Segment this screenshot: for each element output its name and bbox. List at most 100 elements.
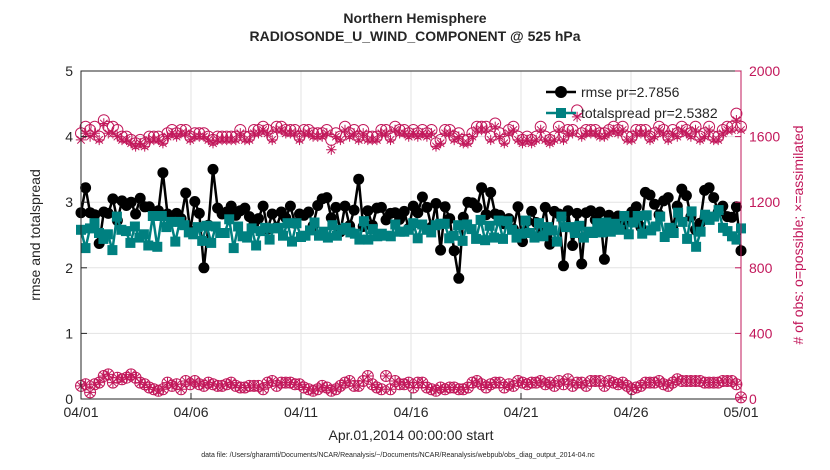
data-point <box>134 192 146 204</box>
data-point <box>619 211 630 221</box>
data-point <box>681 128 692 139</box>
data-point <box>144 382 155 393</box>
data-point <box>490 121 501 132</box>
data-point <box>221 379 232 390</box>
data-point <box>326 385 337 396</box>
data-point <box>448 230 459 241</box>
data-point <box>731 379 742 390</box>
data-point <box>294 379 305 390</box>
data-point <box>138 229 149 240</box>
data-point <box>480 124 492 136</box>
data-point <box>362 205 374 217</box>
data-point <box>668 228 679 238</box>
data-point <box>380 370 392 382</box>
legend-totalspread-marker <box>556 108 566 118</box>
data-point <box>549 380 560 392</box>
data-point <box>171 379 182 390</box>
legend[interactable]: rmse pr=2.7856 totalspread pr=2.5382 <box>546 84 718 121</box>
data-point <box>565 222 576 233</box>
data-point <box>617 124 628 136</box>
data-point <box>549 134 560 146</box>
data-point <box>289 128 301 139</box>
data-point <box>135 377 146 388</box>
x-axis-label: Apr.01,2014 00:00:00 start <box>328 427 493 443</box>
data-point <box>321 192 333 204</box>
data-point <box>672 131 683 142</box>
data-point <box>403 131 414 142</box>
data-point <box>267 375 278 387</box>
data-point <box>673 207 684 218</box>
data-point <box>307 385 319 396</box>
data-point <box>708 192 720 204</box>
data-point <box>273 222 284 233</box>
data-point <box>521 134 533 146</box>
data-point <box>480 235 491 246</box>
data-point <box>317 131 328 142</box>
data-point <box>389 124 401 136</box>
data-point <box>180 128 191 139</box>
data-point <box>125 368 138 381</box>
data-point <box>166 128 178 139</box>
data-point <box>152 241 163 252</box>
data-point <box>408 128 419 139</box>
data-point <box>362 370 373 382</box>
data-point <box>548 379 561 392</box>
data-point <box>521 379 533 390</box>
data-point <box>408 382 419 393</box>
data-point <box>371 134 383 146</box>
data-point <box>94 134 105 146</box>
data-point <box>690 124 701 136</box>
data-point <box>553 375 565 387</box>
data-point <box>282 218 293 229</box>
data-point <box>321 382 332 393</box>
data-point <box>635 380 647 392</box>
data-point <box>531 134 542 146</box>
series-3 <box>75 111 747 155</box>
data-point <box>80 182 92 194</box>
data-point <box>608 377 619 388</box>
data-point <box>649 198 660 210</box>
data-point <box>260 222 271 233</box>
data-point <box>544 138 555 149</box>
y-tick-label: 3 <box>65 194 73 210</box>
data-point <box>567 380 578 392</box>
data-point <box>603 375 615 387</box>
data-point <box>327 220 338 231</box>
data-point <box>650 221 661 232</box>
legend-totalspread-label: totalspread pr=2.5382 <box>581 105 718 121</box>
data-point <box>480 382 492 393</box>
data-point <box>526 205 538 217</box>
data-point <box>303 384 314 395</box>
data-point <box>471 201 483 213</box>
data-point <box>376 384 387 395</box>
data-point <box>485 186 497 198</box>
data-point <box>303 128 314 139</box>
data-point <box>375 201 387 213</box>
data-point <box>416 191 428 203</box>
data-point <box>358 216 369 227</box>
data-point <box>408 218 419 229</box>
data-point <box>493 215 504 226</box>
data-point <box>412 131 423 142</box>
data-point <box>695 226 706 237</box>
data-point <box>353 173 365 185</box>
data-point <box>287 236 297 247</box>
data-point <box>663 380 674 392</box>
data-point <box>107 377 119 388</box>
data-point <box>617 377 628 388</box>
data-point <box>380 128 392 139</box>
data-point <box>644 134 656 146</box>
legend-rmse-label: rmse pr=2.7856 <box>581 84 680 100</box>
data-point <box>161 376 174 389</box>
data-point <box>458 384 469 395</box>
data-point <box>189 375 200 387</box>
data-point <box>185 379 196 390</box>
data-point <box>143 240 154 251</box>
data-point <box>125 237 136 248</box>
data-point <box>462 138 474 149</box>
data-point <box>658 379 669 390</box>
data-point <box>713 134 724 146</box>
data-point <box>632 211 643 221</box>
data-point <box>700 209 711 220</box>
data-point <box>399 128 410 139</box>
